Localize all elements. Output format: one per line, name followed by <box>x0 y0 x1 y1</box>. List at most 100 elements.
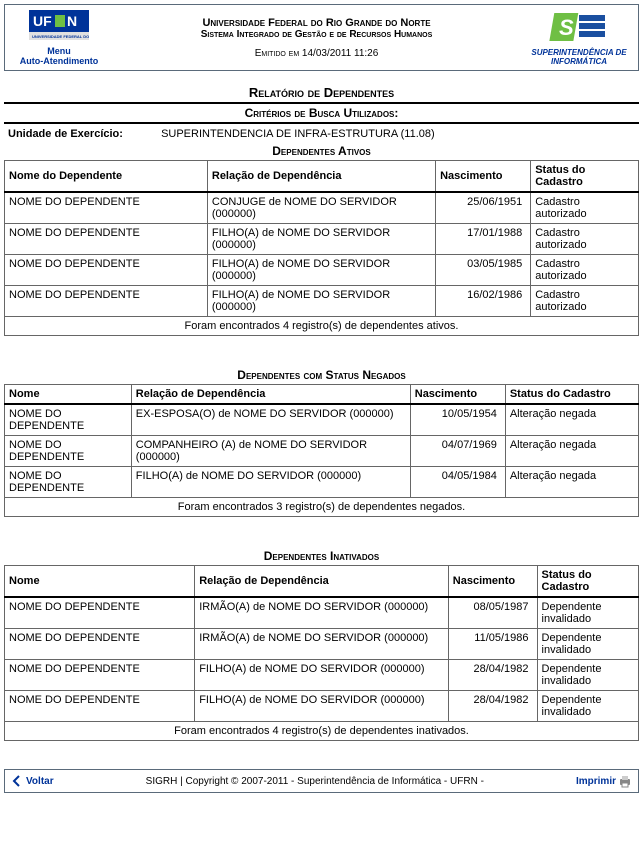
back-link[interactable]: Voltar <box>11 775 54 787</box>
table-row: NOME DO DEPENDENTEFILHO(A) de NOME DO SE… <box>5 224 639 255</box>
table-cell: Cadastro autorizado <box>531 224 639 255</box>
table-row: NOME DO DEPENDENTEFILHO(A) de NOME DO SE… <box>5 286 639 317</box>
table-cell: 28/04/1982 <box>448 691 537 722</box>
header-box: UF N UNIVERSIDADE FEDERAL DO RIO GRANDE … <box>4 4 639 71</box>
print-label: Imprimir <box>576 776 616 787</box>
ufrn-logo: UF N UNIVERSIDADE FEDERAL DO RIO GRANDE … <box>29 10 89 44</box>
table-cell: NOME DO DEPENDENTE <box>5 660 195 691</box>
column-header: Status do Cadastro <box>505 385 638 405</box>
printer-icon <box>618 774 632 788</box>
table-cell: FILHO(A) de NOME DO SERVIDOR (000000) <box>195 660 449 691</box>
inativados-summary: Foram encontrados 4 registro(s) de depen… <box>4 722 639 741</box>
svg-text:S: S <box>559 15 574 40</box>
footer-box: Voltar SIGRH | Copyright © 2007-2011 - S… <box>4 769 639 793</box>
svg-text:UF: UF <box>33 13 52 29</box>
table-cell: 17/01/1988 <box>436 224 531 255</box>
sinfo-logo: S <box>549 9 609 47</box>
svg-text:UNIVERSIDADE FEDERAL DO RIO GR: UNIVERSIDADE FEDERAL DO RIO GRANDE DO NO… <box>32 34 89 39</box>
table-cell: NOME DO DEPENDENTE <box>5 597 195 629</box>
table-cell: FILHO(A) de NOME DO SERVIDOR (000000) <box>207 286 435 317</box>
inativados-table: NomeRelação de DependênciaNascimentoStat… <box>4 565 639 722</box>
table-cell: NOME DO DEPENDENTE <box>5 286 208 317</box>
table-row: NOME DO DEPENDENTECOMPANHEIRO (A) de NOM… <box>5 436 639 467</box>
table-cell: FILHO(A) de NOME DO SERVIDOR (000000) <box>207 224 435 255</box>
table-row: NOME DO DEPENDENTEFILHO(A) de NOME DO SE… <box>5 467 639 498</box>
table-cell: NOME DO DEPENDENTE <box>5 436 132 467</box>
ativos-table: Nome do DependenteRelação de Dependência… <box>4 160 639 317</box>
table-cell: 08/05/1987 <box>448 597 537 629</box>
criteria-row: Unidade de Exercício: SUPERINTENDENCIA D… <box>4 126 639 142</box>
divider <box>4 102 639 104</box>
table-row: NOME DO DEPENDENTEFILHO(A) de NOME DO SE… <box>5 255 639 286</box>
table-cell: NOME DO DEPENDENTE <box>5 224 208 255</box>
table-cell: NOME DO DEPENDENTE <box>5 467 132 498</box>
table-cell: 28/04/1982 <box>448 660 537 691</box>
table-cell: 25/06/1951 <box>436 192 531 224</box>
header-center: Universidade Federal do Rio Grande do No… <box>109 17 524 59</box>
table-cell: 11/05/1986 <box>448 629 537 660</box>
table-cell: IRMÃO(A) de NOME DO SERVIDOR (000000) <box>195 597 449 629</box>
table-cell: Cadastro autorizado <box>531 255 639 286</box>
auto-atendimento-link[interactable]: Auto-Atendimento <box>9 56 109 66</box>
ativos-title: Dependentes Ativos <box>4 144 639 158</box>
ativos-summary: Foram encontrados 4 registro(s) de depen… <box>4 317 639 336</box>
table-cell: COMPANHEIRO (A) de NOME DO SERVIDOR (000… <box>131 436 410 467</box>
table-cell: Alteração negada <box>505 404 638 436</box>
table-cell: NOME DO DEPENDENTE <box>5 255 208 286</box>
table-row: NOME DO DEPENDENTEEX-ESPOSA(O) de NOME D… <box>5 404 639 436</box>
negados-summary: Foram encontrados 3 registro(s) de depen… <box>4 498 639 517</box>
table-row: NOME DO DEPENDENTEFILHO(A) de NOME DO SE… <box>5 660 639 691</box>
table-cell: Dependente invalidado <box>537 691 638 722</box>
emitted-date: Emitido em 14/03/2011 11:26 <box>109 48 524 59</box>
table-cell: 03/05/1985 <box>436 255 531 286</box>
university-title: Universidade Federal do Rio Grande do No… <box>109 17 524 29</box>
table-cell: IRMÃO(A) de NOME DO SERVIDOR (000000) <box>195 629 449 660</box>
column-header: Relação de Dependência <box>207 161 435 193</box>
column-header: Nascimento <box>436 161 531 193</box>
inativados-title: Dependentes Inativados <box>4 549 639 563</box>
table-cell: Dependente invalidado <box>537 597 638 629</box>
table-row: NOME DO DEPENDENTEIRMÃO(A) de NOME DO SE… <box>5 629 639 660</box>
column-header: Relação de Dependência <box>131 385 410 405</box>
table-cell: NOME DO DEPENDENTE <box>5 629 195 660</box>
table-row: NOME DO DEPENDENTECONJUGE de NOME DO SER… <box>5 192 639 224</box>
column-header: Nascimento <box>448 566 537 598</box>
column-header: Nome <box>5 566 195 598</box>
negados-title: Dependentes com Status Negados <box>4 368 639 382</box>
table-cell: CONJUGE de NOME DO SERVIDOR (000000) <box>207 192 435 224</box>
table-cell: 04/07/1969 <box>410 436 505 467</box>
criteria-label: Unidade de Exercício: <box>8 128 158 140</box>
column-header: Nome do Dependente <box>5 161 208 193</box>
column-header: Relação de Dependência <box>195 566 449 598</box>
footer-copyright: SIGRH | Copyright © 2007-2011 - Superint… <box>54 776 576 787</box>
table-cell: 10/05/1954 <box>410 404 505 436</box>
header-right: S SUPERINTENDÊNCIA DE INFORMÁTICA <box>524 9 634 66</box>
table-cell: Cadastro autorizado <box>531 286 639 317</box>
negados-table: NomeRelação de DependênciaNascimentoStat… <box>4 384 639 498</box>
table-cell: 16/02/1986 <box>436 286 531 317</box>
table-cell: Cadastro autorizado <box>531 192 639 224</box>
header-left: UF N UNIVERSIDADE FEDERAL DO RIO GRANDE … <box>9 10 109 66</box>
table-cell: EX-ESPOSA(O) de NOME DO SERVIDOR (000000… <box>131 404 410 436</box>
report-title: Relatório de Dependentes <box>4 85 639 100</box>
system-title: Sistema Integrado de Gestão e de Recurso… <box>109 29 524 40</box>
column-header: Status do Cadastro <box>531 161 639 193</box>
table-cell: FILHO(A) de NOME DO SERVIDOR (000000) <box>207 255 435 286</box>
table-cell: FILHO(A) de NOME DO SERVIDOR (000000) <box>131 467 410 498</box>
divider <box>4 122 639 124</box>
table-cell: NOME DO DEPENDENTE <box>5 404 132 436</box>
table-cell: NOME DO DEPENDENTE <box>5 192 208 224</box>
menu-link[interactable]: Menu <box>9 46 109 56</box>
table-cell: NOME DO DEPENDENTE <box>5 691 195 722</box>
table-cell: Alteração negada <box>505 436 638 467</box>
table-row: NOME DO DEPENDENTEFILHO(A) de NOME DO SE… <box>5 691 639 722</box>
column-header: Nascimento <box>410 385 505 405</box>
table-cell: Alteração negada <box>505 467 638 498</box>
print-link[interactable]: Imprimir <box>576 774 632 788</box>
back-icon <box>11 775 23 787</box>
svg-text:N: N <box>67 13 77 29</box>
table-cell: Dependente invalidado <box>537 629 638 660</box>
criteria-value: SUPERINTENDENCIA DE INFRA-ESTRUTURA (11.… <box>161 128 435 140</box>
column-header: Nome <box>5 385 132 405</box>
sinfo-label: SUPERINTENDÊNCIA DE INFORMÁTICA <box>524 48 634 66</box>
